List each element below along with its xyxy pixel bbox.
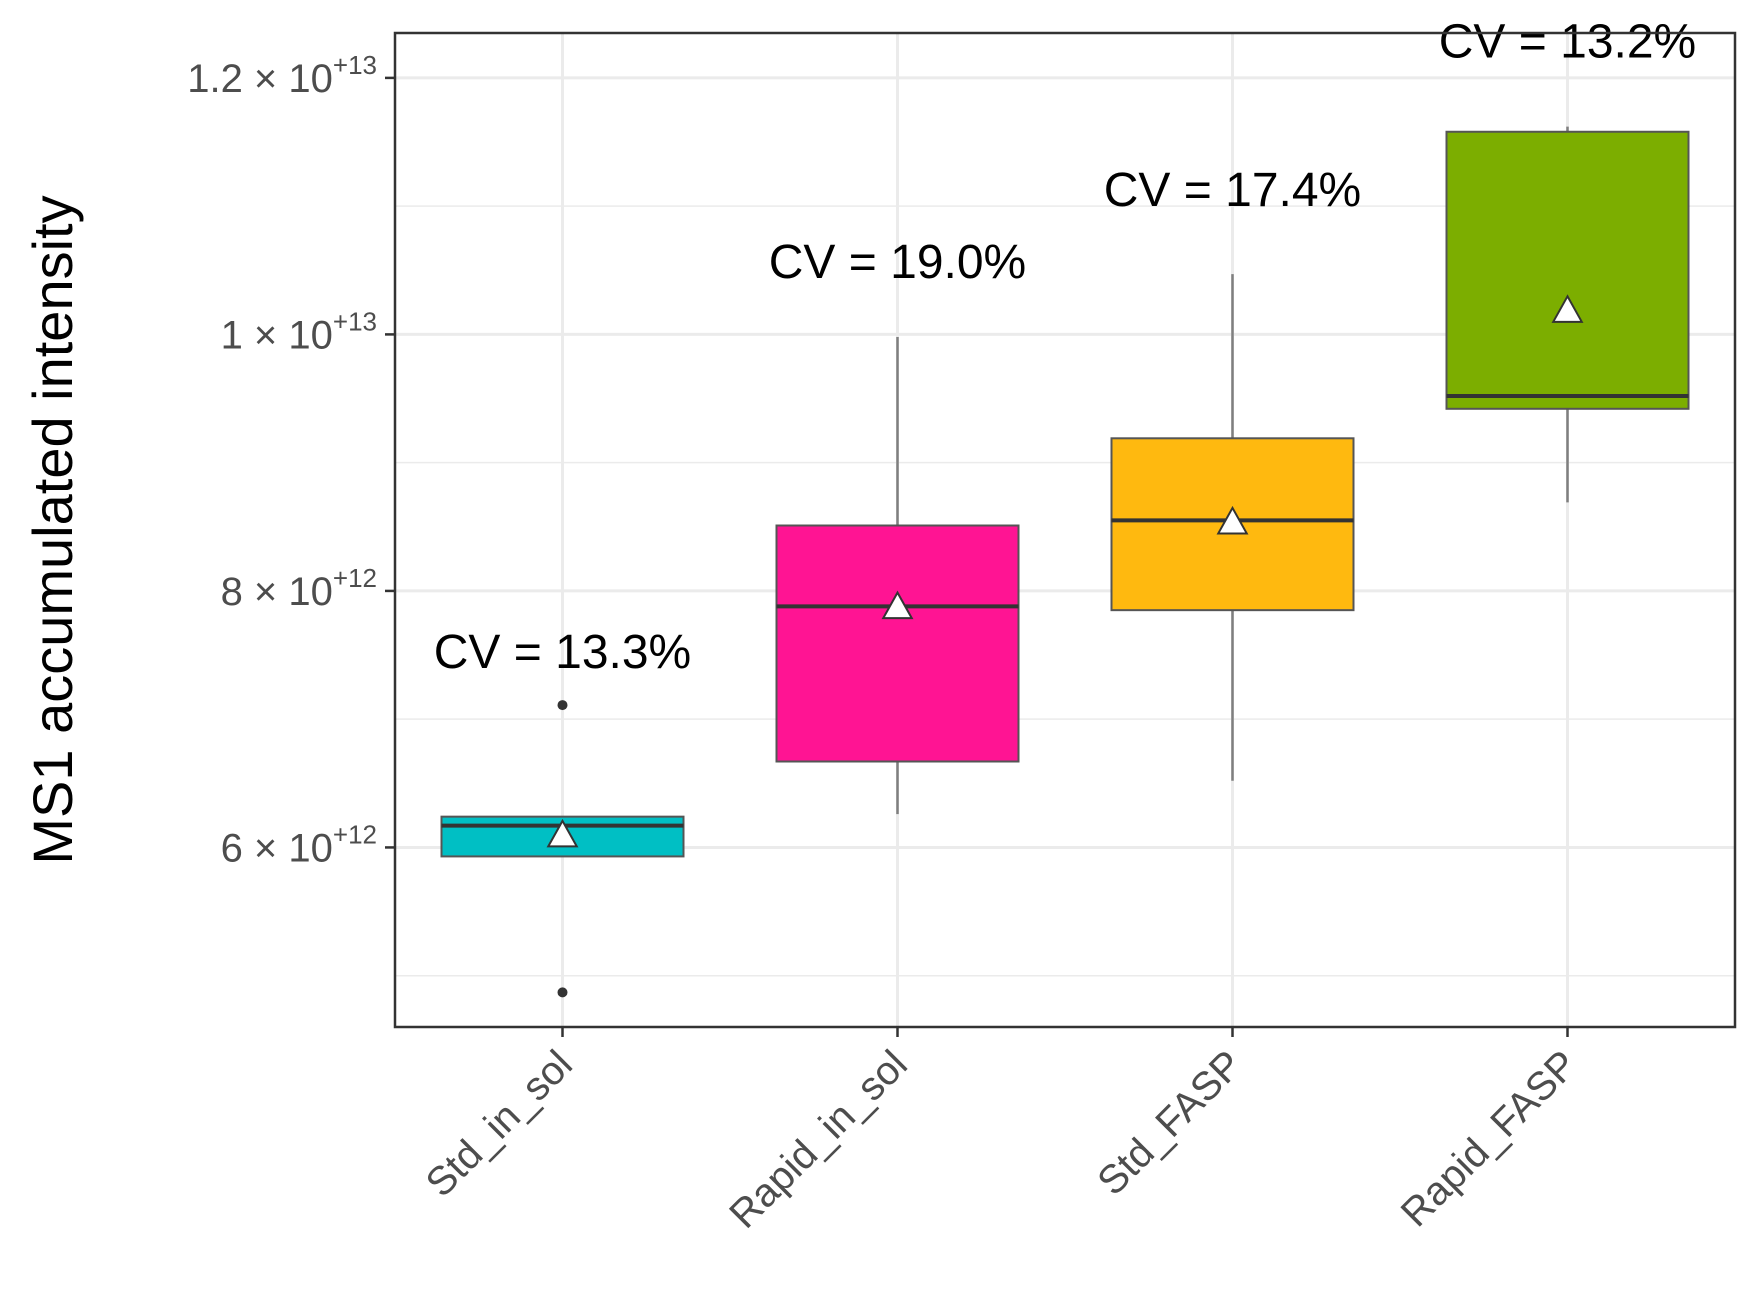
outlier-point [557,987,568,998]
outlier-point [557,700,568,711]
mean-marker [1216,505,1249,535]
y-tick-label: 6 × 10+12 [221,819,377,870]
cv-label: CV = 13.2% [1439,15,1696,68]
cv-label: CV = 17.4% [1104,164,1361,217]
box-group: CV = 19.0% [769,236,1026,815]
box-group: CV = 13.2% [1439,15,1696,503]
plot-border [393,31,1737,1029]
mean-marker [1551,294,1584,323]
mean-marker [881,590,914,620]
y-axis-title: MS1 accumulated intensity [21,195,84,864]
boxes: CV = 13.3% CV = 19.0% CV = 17.4% CV = 13.2% [434,15,1696,998]
y-tick-label: 1 × 10+13 [221,306,377,357]
cv-label: CV = 13.3% [434,626,691,679]
box-group: CV = 13.3% [434,626,691,998]
y-tick-label: 1.2 × 10+13 [187,50,377,101]
y-axis: 6 × 10+12 8 × 10+12 1 × 10+13 1.2 × 10+13 [187,50,395,870]
cv-label: CV = 19.0% [769,236,1026,289]
box-rect [1445,130,1690,410]
y-tick-label: 8 × 10+12 [221,563,377,614]
box-group: CV = 17.4% [1104,164,1361,781]
mean-marker [546,818,579,848]
box-rect [775,524,1020,763]
